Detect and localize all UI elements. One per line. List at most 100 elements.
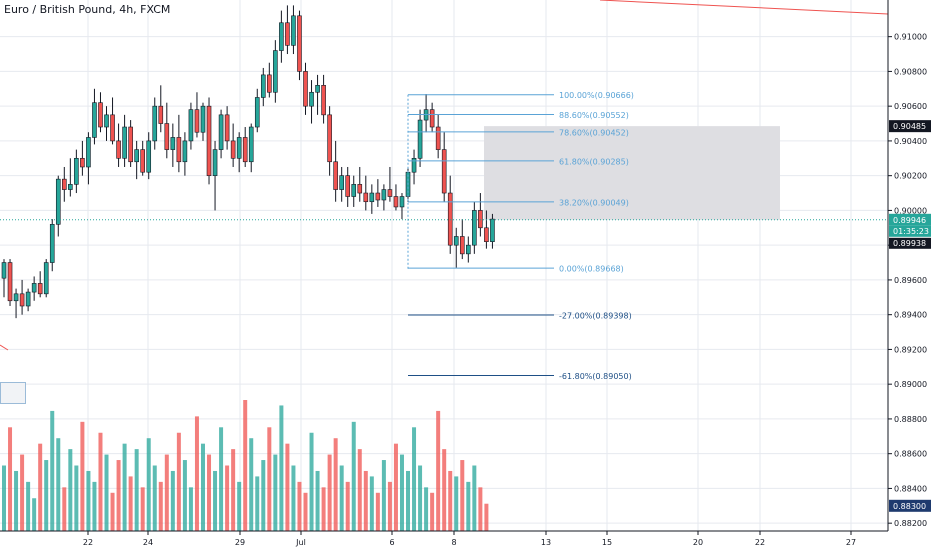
volume-bar [375, 492, 380, 531]
volume-bar [285, 443, 290, 531]
volume-bar [98, 432, 103, 531]
upper-target-price-label-box [889, 120, 931, 133]
volume-bar [62, 487, 67, 531]
candle-body [158, 105, 164, 124]
fib-level-label: 78.60%(0.90452) [559, 128, 629, 137]
volume-bar [104, 454, 109, 531]
candle-body [218, 114, 224, 150]
volume-bar [122, 443, 127, 531]
candle-body [435, 126, 441, 150]
time-tick-label: 13 [541, 538, 551, 547]
candle-body [315, 85, 320, 93]
candle-body [212, 149, 218, 176]
candle-body [170, 137, 176, 150]
volume-bar [448, 470, 453, 531]
candle-body [321, 85, 326, 116]
upper-target-price-label: 0.90485 [893, 122, 926, 131]
candle-body [122, 126, 127, 159]
volume-bar [460, 460, 465, 531]
volume-bar [2, 465, 6, 531]
candle-body [116, 140, 121, 159]
volume-bar [381, 460, 386, 531]
volume-bar [140, 487, 145, 531]
time-tick-label: Jul [295, 538, 306, 547]
candle-body [453, 236, 459, 246]
volume-bar [146, 438, 151, 531]
candle-body [7, 262, 13, 302]
candle-body [55, 178, 61, 225]
lower-stop-price-label-box [889, 499, 931, 512]
candle-body [339, 175, 344, 190]
volume-bar [327, 454, 332, 531]
volume-bar [176, 432, 181, 531]
volume-bar [412, 427, 417, 531]
volume-bar [472, 465, 477, 531]
lower-stop-price-label: 0.88300 [893, 502, 926, 511]
candle-body [260, 74, 266, 98]
candle-body [140, 149, 145, 173]
candle-body [104, 114, 109, 128]
volume-bar [418, 465, 423, 531]
candle-body [399, 196, 405, 208]
volume-bar [436, 410, 441, 531]
volume-bar [32, 498, 37, 531]
candle-body [134, 149, 139, 163]
volume-bar [273, 454, 278, 531]
candle-body [466, 244, 471, 255]
current-price-label: 0.89946 [893, 216, 926, 225]
volume-bar [297, 481, 302, 531]
candle-body [61, 178, 67, 190]
low-marker-label: 0.89938 [893, 239, 926, 248]
time-tick-label: 8 [451, 538, 456, 547]
volume-bar [92, 481, 97, 531]
volume-bar [339, 465, 344, 531]
candle-body [152, 105, 158, 142]
candle-body [68, 184, 73, 190]
candle-body [381, 189, 387, 201]
volume-bar [152, 465, 157, 531]
price-tick-label: 0.90000 [894, 206, 927, 215]
volume-bar [424, 487, 429, 531]
candle-body [411, 157, 417, 173]
volume-bar [309, 432, 314, 531]
volume-bar [267, 427, 272, 531]
candle-body [254, 97, 260, 128]
volume-bar [279, 405, 284, 531]
volume-bar [164, 454, 169, 531]
symbol-info-box[interactable] [0, 382, 26, 404]
candle-body [164, 123, 170, 150]
chart-title: Euro / British Pound, 4h, FXCM [4, 3, 171, 16]
time-tick-label: 6 [389, 538, 394, 547]
volume-bar [237, 481, 242, 531]
time-tick-label: 15 [602, 538, 612, 547]
volume-bar [128, 476, 133, 531]
candle-body [484, 227, 489, 242]
time-tick-label: 29 [235, 538, 245, 547]
volume-bar [110, 492, 115, 531]
candle-body [176, 137, 182, 163]
candle-body [291, 15, 296, 46]
fib-level-label: 0.00%(0.89668) [559, 265, 624, 274]
volume-bar [303, 492, 308, 531]
fib-level-label: 88.60%(0.90552) [559, 111, 629, 120]
candle-body [490, 218, 495, 242]
candle-body [447, 192, 453, 246]
volume-bar [466, 481, 471, 531]
price-tick-label: 0.89200 [894, 345, 927, 354]
volume-bar [20, 454, 25, 531]
trend-line-left[interactable] [0, 344, 9, 351]
volume-bar [351, 421, 356, 531]
candle-body [230, 140, 236, 159]
trend-line[interactable] [599, 0, 889, 15]
price-tick-label: 0.91000 [894, 33, 927, 42]
target-zone [484, 126, 780, 220]
volume-bar [26, 481, 31, 531]
candle-body [441, 149, 447, 194]
price-tick-label: 0.88800 [894, 415, 927, 424]
candle-body [472, 210, 477, 246]
volume-bar [50, 410, 55, 531]
candle-body [236, 137, 242, 159]
volume-bar [315, 470, 320, 531]
volume-bar [188, 487, 193, 531]
